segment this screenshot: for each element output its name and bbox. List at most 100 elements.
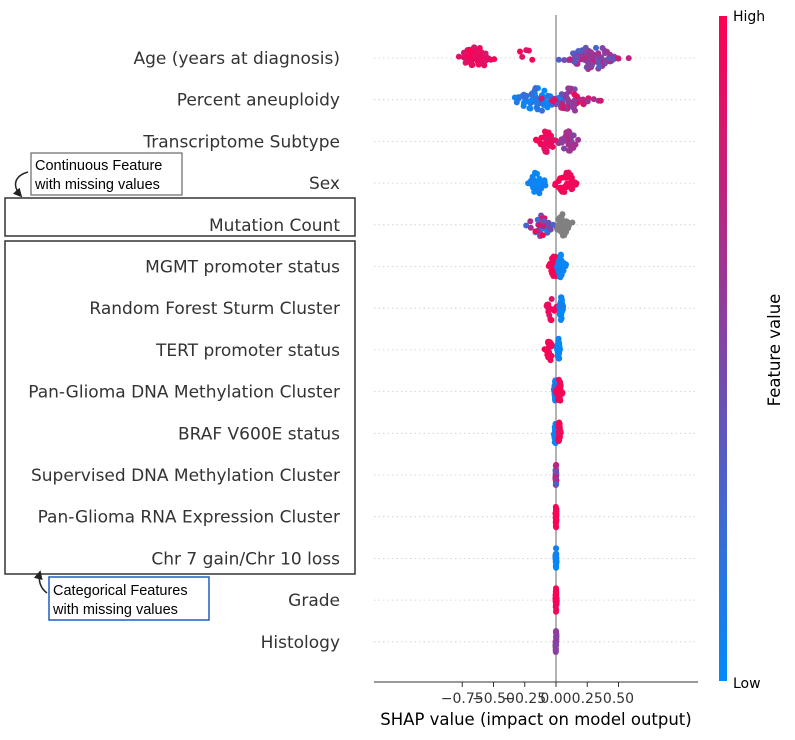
feature-label: MGMT promoter status: [145, 258, 340, 278]
feature-row-dots: [543, 294, 567, 324]
shap-dot: [571, 91, 578, 98]
shap-dot: [571, 102, 578, 109]
shap-dot: [569, 142, 576, 149]
feature-label: Mutation Count: [209, 216, 340, 236]
shap-dot: [565, 137, 572, 144]
shap-dot: [590, 96, 597, 103]
shap-dot: [545, 92, 551, 99]
x-tick-label: −0.50: [472, 691, 515, 707]
shap-dot: [532, 86, 538, 93]
feature-label: TERT promoter status: [155, 341, 340, 361]
shap-dot: [555, 385, 562, 391]
feature-row-dots: [511, 85, 604, 114]
shap-dot: [544, 351, 551, 358]
shap-dot: [468, 62, 475, 69]
feature-label: Pan-Glioma RNA Expression Cluster: [38, 508, 340, 528]
shap-dot: [534, 105, 541, 112]
shap-dot: [541, 218, 547, 225]
colorbar: High Low Feature value: [719, 9, 784, 692]
shap-dot: [595, 50, 602, 57]
feature-row-dots: [552, 545, 560, 571]
shap-dot: [565, 128, 572, 135]
shap-dot: [568, 176, 575, 183]
shap-dot: [545, 219, 552, 226]
shap-dot: [555, 335, 562, 342]
shap-dot: [557, 184, 564, 191]
shap-dot: [513, 99, 520, 106]
feature-label: Age (years at diagnosis): [133, 49, 340, 69]
shap-dot: [548, 268, 555, 274]
feature-row-dots: [552, 461, 560, 488]
shap-dot: [553, 595, 560, 602]
shap-dot: [572, 107, 578, 114]
shap-dot: [553, 633, 560, 640]
categorical-annotation-line-1: Categorical Features: [53, 583, 188, 599]
shap-dot: [523, 93, 530, 100]
feature-labels: Age (years at diagnosis) Percent aneuploi…: [28, 49, 340, 653]
shap-dot: [542, 182, 549, 189]
shap-dot: [553, 506, 560, 513]
shap-dot: [553, 608, 559, 615]
beeswarm-dots: [455, 44, 632, 655]
feature-row-dots: [541, 335, 563, 364]
feature-row-dots: [525, 169, 580, 197]
shap-dot: [571, 97, 578, 104]
shap-dot: [569, 219, 576, 226]
categorical-features-annotation: Categorical Features with missing values: [33, 570, 210, 621]
shap-dot: [532, 228, 539, 235]
categorical-annotation-line-2: with missing values: [52, 602, 178, 618]
shap-dot: [593, 44, 599, 51]
shap-dot: [555, 56, 562, 63]
shap-dot: [582, 55, 588, 62]
x-axis: −0.75−0.50−0.250.00 0.25 0.50 SHAP value (…: [374, 681, 698, 729]
mutation-count-box: [4, 197, 356, 237]
feature-row-dots: [552, 628, 560, 655]
shap-dot: [553, 585, 559, 592]
categorical-annotation-box: [48, 576, 210, 621]
shap-dot: [586, 48, 592, 54]
shap-dot: [563, 91, 570, 98]
shap-dot: [557, 175, 564, 182]
shap-dot: [615, 55, 621, 62]
shap-dot: [555, 396, 561, 403]
feature-row-dots: [550, 376, 566, 404]
shap-dot: [556, 429, 563, 436]
shap-dot: [472, 52, 479, 59]
shap-dot: [558, 91, 565, 98]
shap-dot: [547, 260, 554, 267]
shap-dot: [541, 87, 548, 94]
shap-dot: [546, 225, 553, 232]
x-tick-label: 0.00: [540, 691, 571, 707]
shap-dot: [555, 376, 562, 383]
continuous-annotation-line-1: Continuous Feature: [35, 158, 162, 174]
continuous-annotation-arrow: [12, 171, 29, 198]
shap-dot: [563, 227, 570, 234]
shap-dot: [545, 129, 551, 136]
shap-dot: [573, 180, 580, 187]
shap-dot: [541, 144, 548, 151]
x-tick-label: 0.50: [603, 691, 634, 707]
shap-dot: [534, 170, 541, 177]
x-tick-label: −0.75: [441, 691, 484, 707]
shap-dot: [558, 296, 565, 303]
feature-label: Sex: [309, 174, 340, 194]
shap-dot: [553, 545, 560, 552]
shap-dot: [526, 105, 533, 112]
shap-dot: [556, 420, 563, 427]
shap-dot: [550, 221, 557, 228]
shap-dot: [546, 139, 553, 146]
feature-label: Grade: [288, 591, 340, 611]
shap-dot: [599, 45, 606, 51]
shap-dot: [553, 601, 559, 608]
x-tick-label: 0.25: [572, 691, 603, 707]
feature-label: Chr 7 gain/Chr 10 loss: [151, 549, 340, 569]
shap-dot: [552, 554, 559, 561]
shap-dot: [560, 267, 567, 274]
shap-dot: [519, 53, 526, 60]
shap-dot: [552, 641, 559, 648]
shap-dot: [548, 296, 555, 302]
shap-dot: [595, 58, 601, 65]
shap-dot: [584, 98, 591, 105]
shap-dot: [558, 315, 565, 322]
